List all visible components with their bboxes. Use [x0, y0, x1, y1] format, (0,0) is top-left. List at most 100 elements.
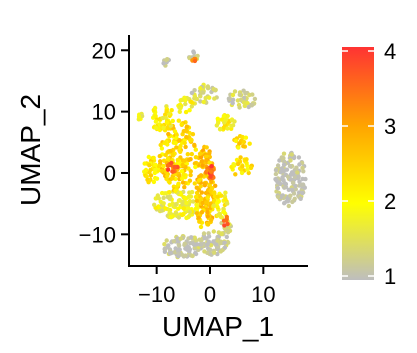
scatter-point [209, 186, 215, 191]
scatter-point [161, 195, 166, 201]
scatter-point [184, 128, 189, 133]
scatter-point [163, 191, 168, 196]
scatter-point [197, 219, 202, 224]
scatter-point [204, 158, 209, 163]
scatter-point [179, 122, 184, 127]
scatter-point [192, 58, 198, 64]
scatter-point [279, 155, 284, 160]
scatter-point [286, 203, 291, 209]
scatter-point [244, 157, 249, 162]
scatter-point [238, 155, 243, 160]
x-axis-title: UMAP_1 [162, 311, 274, 342]
scatter-point [239, 170, 245, 176]
scatter-point [230, 92, 236, 98]
scatter-point [245, 101, 250, 106]
scatter-point [159, 190, 165, 196]
scatter-point [197, 151, 203, 156]
scatter-point [165, 125, 170, 130]
x-tick-label: 10 [251, 282, 275, 307]
x-tick-label: 0 [204, 282, 216, 307]
scatter-point [170, 118, 175, 124]
scatter-point [295, 170, 300, 175]
scatter-point [291, 191, 297, 196]
scatter-point [300, 176, 305, 182]
scatter-point [175, 157, 180, 163]
scatter-point [181, 206, 186, 211]
scatter-point [225, 126, 230, 131]
scatter-point [168, 214, 174, 220]
scatter-point [241, 144, 246, 149]
scatter-point [161, 61, 166, 66]
scatter-point [230, 97, 236, 103]
scatter-point [173, 202, 179, 207]
scatter-point [237, 141, 242, 146]
scatter-point [188, 99, 193, 104]
scatter-point [177, 109, 182, 115]
scatter-point [233, 138, 239, 144]
scatter-point [231, 162, 236, 167]
scatter-point [252, 96, 258, 102]
scatter-point [153, 119, 159, 124]
scatter-point [167, 196, 172, 202]
scatter-point [208, 243, 214, 248]
scatter-point [187, 178, 193, 183]
y-axis-ticks: −10 0 10 20 [79, 38, 129, 247]
scatter-point [189, 137, 194, 143]
scatter-point [209, 164, 214, 169]
scatter-point [281, 162, 287, 167]
scatter-point [240, 134, 245, 140]
scatter-point [192, 161, 198, 166]
scatter-point [142, 161, 147, 166]
colorbar-ticks: 1 2 3 4 [342, 39, 396, 289]
colorbar-label: 4 [384, 39, 396, 64]
scatter-point [211, 229, 216, 234]
scatter-point [163, 112, 168, 117]
scatter-point [193, 155, 199, 160]
scatter-point [169, 160, 174, 166]
scatter-point [282, 180, 287, 186]
scatter-point [273, 171, 279, 177]
scatter-point [300, 182, 306, 187]
scatter-point [198, 99, 203, 104]
scatter-point [174, 145, 179, 150]
scatter-point [249, 103, 255, 108]
scatter-point [184, 215, 189, 221]
scatter-point [281, 151, 287, 156]
scatter-point [199, 159, 204, 164]
scatter-point [211, 239, 216, 244]
scatter-point [213, 87, 218, 93]
scatter-point [192, 235, 197, 240]
scatter-point [218, 249, 223, 254]
scatter-point [191, 199, 196, 204]
scatter-point [183, 109, 189, 115]
scatter-point [164, 120, 170, 125]
scatter-point [289, 152, 294, 157]
scatter-point [205, 195, 210, 200]
scatter-point [286, 187, 291, 192]
scatter-point [274, 178, 279, 183]
scatter-point [293, 183, 298, 189]
scatter-point [211, 190, 216, 196]
scatter-point [190, 253, 195, 259]
scatter-point [179, 169, 185, 174]
scatter-point [222, 240, 227, 245]
scatter-point [207, 247, 213, 252]
scatter-point [215, 194, 220, 199]
scatter-point [192, 88, 197, 93]
scatter-point [203, 154, 209, 159]
y-tick-label: 0 [104, 161, 116, 186]
scatter-point [224, 234, 229, 240]
scatter-point [146, 180, 151, 185]
scatter-point [192, 142, 197, 148]
scatter-point [241, 100, 247, 105]
scatter-point [300, 190, 305, 196]
scatter-point [243, 135, 249, 140]
scatter-point [194, 202, 199, 207]
scatter-point [199, 190, 204, 195]
scatter-point [225, 228, 231, 233]
scatter-point [275, 163, 281, 168]
scatter-point [136, 114, 142, 119]
scatter-point [144, 174, 149, 179]
y-tick-label: 10 [92, 100, 116, 125]
